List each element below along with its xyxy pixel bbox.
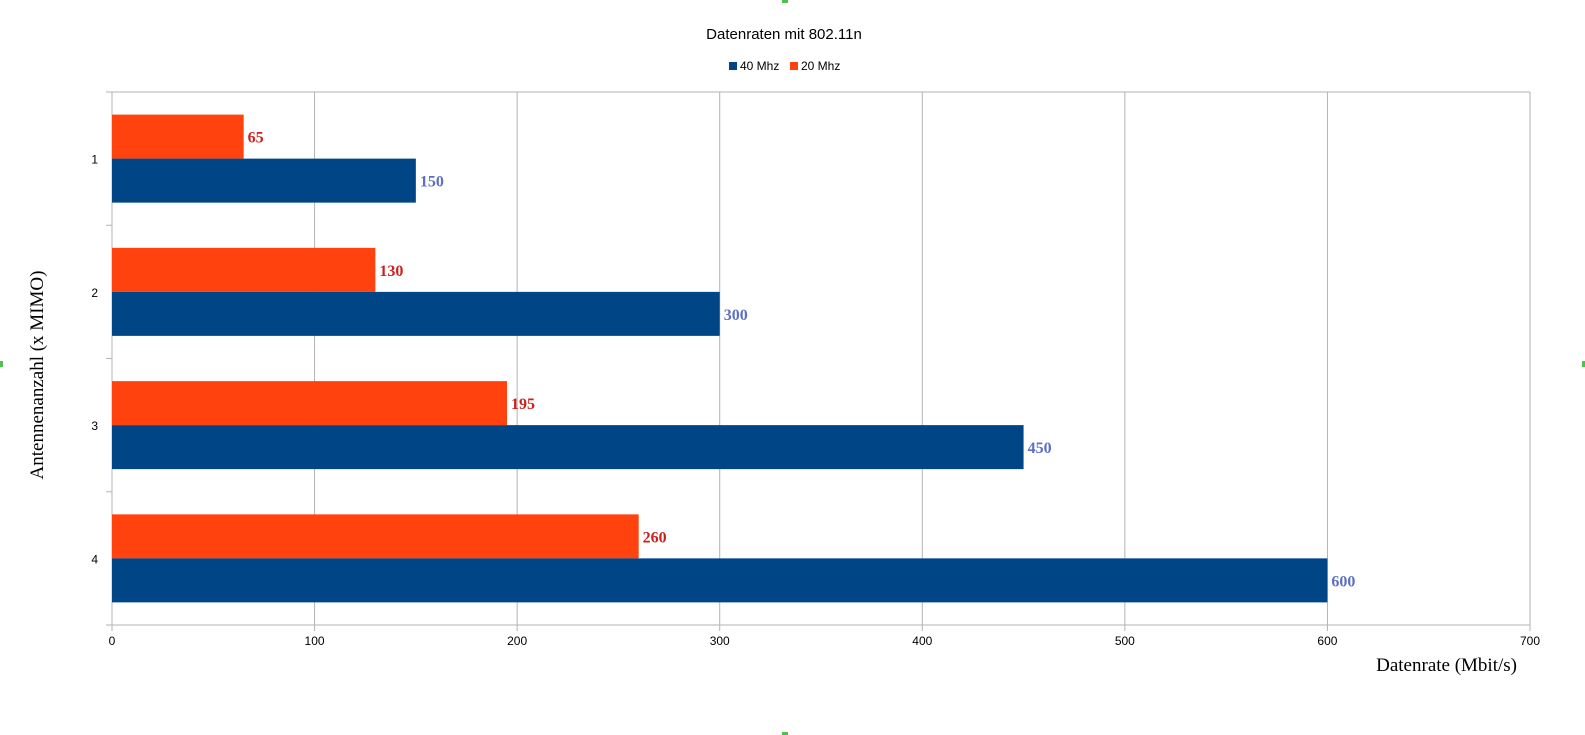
y-tick-label: 4 [91,552,98,566]
x-axis-title: Datenrate (Mbit/s) [1376,655,1517,676]
legend-swatch-20mhz [790,62,798,70]
handle-right [1582,361,1585,367]
bar-20-mhz-4 [112,514,639,559]
bars [112,114,1328,603]
y-tick-label: 3 [91,419,98,433]
bar-40-mhz-3 [112,425,1024,470]
handle-top [782,0,788,3]
data-label: 150 [420,174,444,191]
legend: 40 Mhz 20 Mhz [729,59,840,73]
legend-label-20mhz: 20 Mhz [801,59,840,73]
bar-20-mhz-1 [112,114,244,159]
bar-20-mhz-3 [112,381,508,426]
bar-20-mhz-2 [112,247,376,292]
tick-labels: 0 100 200 300 400 500 600 700 1 2 3 4 [91,153,1540,648]
data-label: 65 [248,130,264,147]
legend-label-40mhz: 40 Mhz [740,59,779,73]
handle-left [0,361,3,367]
data-label: 130 [379,263,403,280]
data-label: 260 [643,529,667,546]
y-axis-title: Antennenanzahl (x MIMO) [27,271,48,480]
bar-40-mhz-2 [112,291,720,336]
data-labels: 65 150 130 300 195 450 260 600 [248,130,1356,591]
x-tick-label: 300 [710,634,730,648]
data-label: 600 [1331,573,1355,590]
y-tick-label: 2 [91,286,98,300]
x-tick-label: 700 [1520,634,1540,648]
gridlines [314,92,1531,625]
x-tick-label: 200 [507,634,527,648]
legend-swatch-40mhz [729,62,737,70]
bar-40-mhz-1 [112,158,416,203]
data-label: 450 [1028,440,1052,457]
data-label: 300 [724,307,748,324]
x-tick-label: 400 [912,634,932,648]
chart-title: Datenraten mit 802.11n [706,26,862,43]
x-tick-label: 600 [1317,634,1337,648]
y-tick-label: 1 [91,153,98,167]
handle-bottom [782,732,788,735]
x-tick-label: 0 [109,634,116,648]
data-label: 195 [511,396,535,413]
bar-40-mhz-4 [112,558,1328,603]
x-tick-label: 500 [1115,634,1135,648]
x-tick-label: 100 [305,634,325,648]
